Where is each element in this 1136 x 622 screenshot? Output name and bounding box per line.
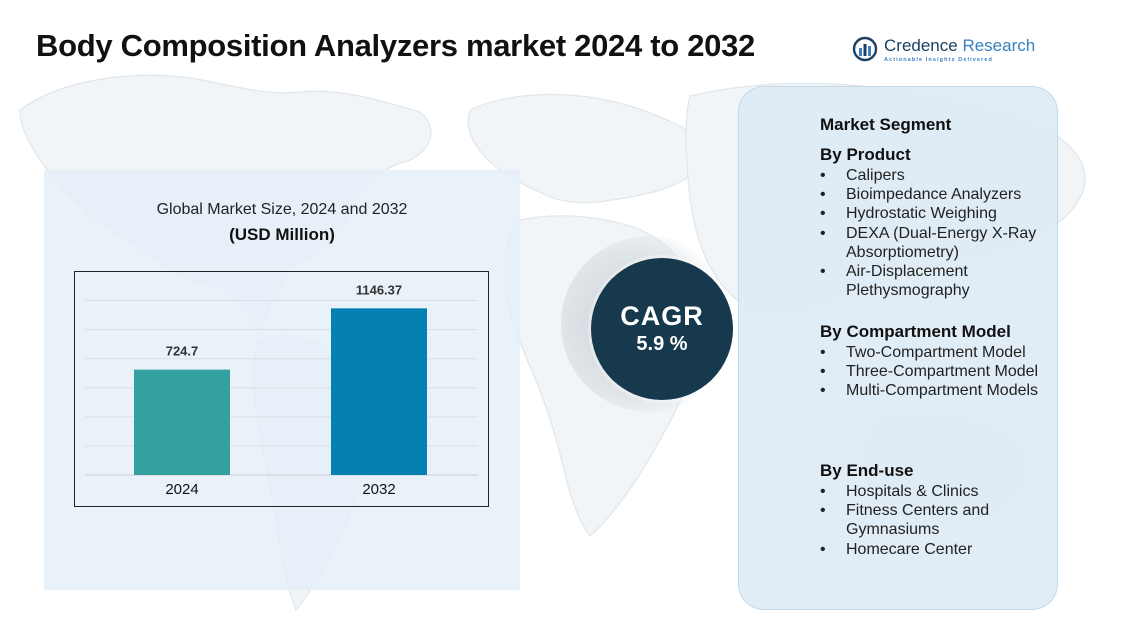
list-item: • Hydrostatic Weighing [820, 205, 997, 223]
list-item: • Three-Compartment Model [820, 363, 1039, 381]
list-item: • Fitness Centers and Gymnasiums [820, 502, 990, 539]
list-item: • Homecare Center [820, 540, 973, 558]
cagr-label: CAGR [620, 301, 704, 331]
bar-chart: 724.7 2024 1146.37 2032 [85, 282, 478, 498]
segment-heading: By Compartment Model [820, 322, 1011, 341]
page-title: Body Composition Analyzers market 2024 t… [36, 28, 755, 63]
credence-research-logo[interactable]: Credence Research Actionable Insights De… [852, 36, 1035, 66]
x-tick-label: 2032 [362, 481, 395, 498]
segment-group-compartment: By Compartment Model • Two-Compartment Mo… [820, 321, 1060, 401]
cagr-value: 5.9 % [636, 333, 688, 355]
bar-2032 [331, 308, 427, 475]
segment-title: Market Segment [820, 115, 952, 134]
segment-heading: By Product [820, 145, 911, 164]
list-item: • Multi-Compartment Models [820, 382, 1039, 400]
cagr-circle: CAGR 5.9 % [591, 258, 733, 400]
chart-heading: Global Market Size, 2024 and 2032 [156, 201, 408, 218]
x-tick-label: 2024 [165, 481, 198, 498]
data-label: 724.7 [166, 344, 199, 359]
list-item: • Air-Displacement Plethysmography [820, 263, 970, 300]
list-item: • Bioimpedance Analyzers [820, 186, 1022, 204]
chart-unit-label: (USD Million) [229, 225, 335, 244]
bar-chart-logo-icon [852, 36, 878, 62]
market-segment-panel: Market Segment By Product • Calipers • Bio… [738, 86, 1058, 610]
segment-heading: By End-use [820, 461, 914, 480]
list-item: • DEXA (Dual-Energy X-Ray Absorptiometry) [820, 224, 1037, 261]
list-item: • Two-Compartment Model [820, 344, 1026, 361]
list-item: • Hospitals & Clinics [820, 483, 979, 500]
list-item: • Calipers [820, 167, 905, 184]
cagr-badge: CAGR 5.9 % [561, 236, 737, 412]
segment-group-end-use: By End-use • Hospitals & Clinics • Fitness… [820, 460, 1060, 559]
market-size-panel: Global Market Size, 2024 and 2032 (USD M… [44, 170, 520, 590]
segment-group-product: By Product • Calipers • Bioimpedance Analy… [820, 144, 1060, 300]
chart-frame: 724.7 2024 1146.37 2032 [74, 271, 489, 507]
logo-tagline: Actionable Insights Delivered [884, 57, 993, 63]
bar-2024 [134, 369, 230, 475]
logo-name: Credence Research [884, 36, 1036, 55]
data-label: 1146.37 [356, 282, 402, 297]
